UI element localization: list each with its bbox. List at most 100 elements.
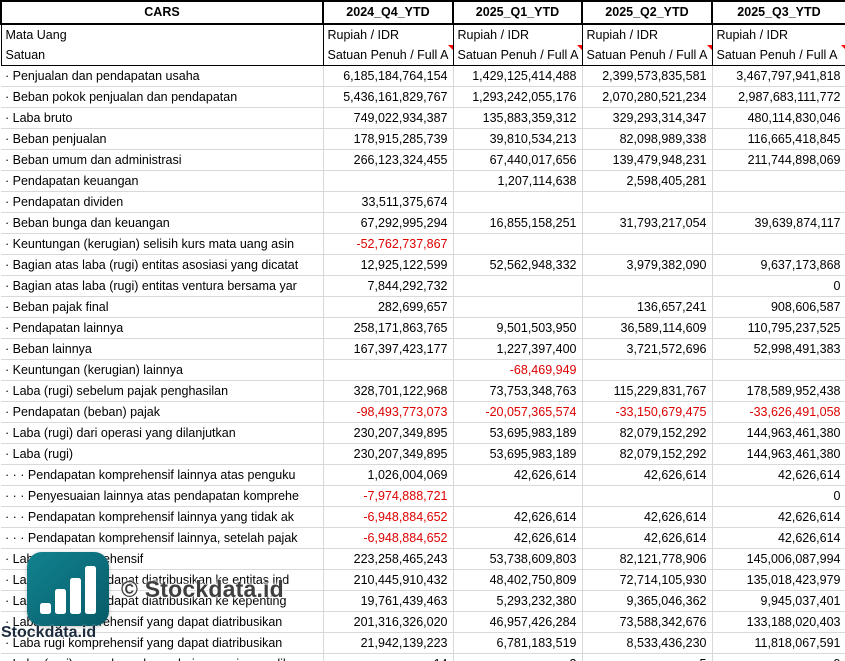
value-cell: 178,589,952,438: [712, 380, 845, 402]
value-cell: 282,699,657: [323, 296, 454, 318]
value-cell: [453, 296, 583, 318]
value-cell: -7,974,888,721: [323, 485, 454, 507]
value-cell: 266,123,324,455: [323, 149, 454, 171]
value-cell: 1,293,242,055,176: [453, 86, 583, 108]
value-cell: 31,793,217,054: [582, 212, 713, 234]
value-cell: -33,150,679,475: [582, 401, 713, 423]
value-cell: 480,114,830,046: [712, 107, 845, 129]
table-row: · · · Pendapatan komprehensif lainnya ya…: [1, 506, 845, 528]
value-cell: 749,022,934,387: [323, 107, 454, 129]
value-cell: 5,436,161,829,767: [323, 86, 454, 108]
row-label: · Pendapatan (beban) pajak: [1, 401, 324, 423]
value-cell: 82,098,989,338: [582, 128, 713, 150]
row-label: · Pendapatan lainnya: [1, 317, 324, 339]
row-label: · Laba (rugi) per saham dasar dari opera…: [1, 653, 324, 661]
value-cell: 328,701,122,968: [323, 380, 454, 402]
value-cell: 5: [582, 653, 713, 661]
value-cell: [712, 359, 845, 381]
table-row: · Bagian atas laba (rugi) entitas asosia…: [1, 254, 845, 276]
row-label: Mata Uang: [0, 24, 324, 45]
value-cell: 178,915,285,739: [323, 128, 454, 150]
value-cell: 42,626,614: [582, 464, 713, 486]
value-cell: 9,501,503,950: [453, 317, 583, 339]
value-cell: 9,945,037,401: [712, 590, 845, 612]
value-cell: 14: [323, 653, 454, 661]
value-cell: 133,188,020,403: [712, 611, 845, 633]
value-cell: -33,626,491,058: [712, 401, 845, 423]
value-cell: 230,207,349,895: [323, 422, 454, 444]
value-cell: 42,626,614: [582, 527, 713, 549]
value-cell: 230,207,349,895: [323, 443, 454, 465]
unit-cell: Satuan Penuh / Full A: [322, 45, 454, 66]
value-cell: 135,018,423,979: [712, 569, 845, 591]
row-label: · Beban pokok penjualan dan pendapatan: [1, 86, 324, 108]
row-label: · Keuntungan (kerugian) lainnya: [1, 359, 324, 381]
value-cell: 42,626,614: [582, 506, 713, 528]
row-label: · Beban umum dan administrasi: [1, 149, 324, 171]
table-row: · Laba (rugi) sebelum pajak penghasilan 3…: [1, 380, 845, 402]
value-cell: 9,365,046,362: [582, 590, 713, 612]
value-cell: 3,467,797,941,818: [712, 65, 845, 87]
value-cell: 139,479,948,231: [582, 149, 713, 171]
value-cell: 2,987,683,111,772: [712, 86, 845, 108]
value-cell: 3,721,572,696: [582, 338, 713, 360]
table-row: · Keuntungan (kerugian) selisih kurs mat…: [1, 233, 845, 255]
row-label: · Laba rugi komprehensif yang dapat diat…: [1, 611, 324, 633]
value-cell: 52,562,948,332: [453, 254, 583, 276]
value-cell: 145,006,087,994: [712, 548, 845, 570]
table-row: · Pendapatan (beban) pajak -98,493,773,07…: [1, 401, 845, 423]
unit-cell: Satuan Penuh / Full A: [452, 45, 583, 66]
value-cell: 73,588,342,676: [582, 611, 713, 633]
value-cell: 21,942,139,223: [323, 632, 454, 654]
value-cell: -6,948,884,652: [323, 506, 454, 528]
value-cell: [712, 170, 845, 192]
value-cell: 8,533,436,230: [582, 632, 713, 654]
value-cell: 1,207,114,638: [453, 170, 583, 192]
value-cell: 0: [712, 485, 845, 507]
row-label: · Pendapatan keuangan: [1, 170, 324, 192]
value-cell: 3: [453, 653, 583, 661]
table-row: · · · Pendapatan komprehensif lainnya at…: [1, 464, 845, 486]
value-cell: 1,429,125,414,488: [453, 65, 583, 87]
value-cell: 115,229,831,767: [582, 380, 713, 402]
value-cell: 9: [712, 653, 845, 661]
table-row: · Bagian atas laba (rugi) entitas ventur…: [1, 275, 845, 297]
value-cell: [323, 170, 454, 192]
unit-cell: Satuan Penuh / Full A: [711, 45, 845, 66]
value-cell: 329,293,314,347: [582, 107, 713, 129]
value-cell: [712, 191, 845, 213]
value-cell: 42,626,614: [712, 464, 845, 486]
value-cell: 52,998,491,383: [712, 338, 845, 360]
row-label: · Beban pajak final: [1, 296, 324, 318]
row-label: · Laba (rugi) dari operasi yang dilanjut…: [1, 422, 324, 444]
value-cell: 67,440,017,656: [453, 149, 583, 171]
value-cell: 82,121,778,906: [582, 548, 713, 570]
row-label: · Laba (rugi) sebelum pajak penghasilan: [1, 380, 324, 402]
unit-cell: Satuan Penuh / Full A: [581, 45, 713, 66]
value-cell: 210,445,910,432: [323, 569, 454, 591]
row-label: · Laba rugi komprehensif yang dapat diat…: [1, 632, 324, 654]
row-label: · · · Pendapatan komprehensif lainnya at…: [1, 464, 324, 486]
value-cell: 42,626,614: [453, 506, 583, 528]
currency-row: Mata Uang Rupiah / IDR Rupiah / IDR Rupi…: [0, 24, 845, 45]
value-cell: 72,714,105,930: [582, 569, 713, 591]
currency-cell: Rupiah / IDR: [452, 24, 583, 45]
row-label: · Keuntungan (kerugian) selisih kurs mat…: [1, 233, 324, 255]
value-cell: 211,744,898,069: [712, 149, 845, 171]
currency-cell: Rupiah / IDR: [581, 24, 713, 45]
currency-cell: Rupiah / IDR: [322, 24, 454, 45]
value-cell: -98,493,773,073: [323, 401, 454, 423]
table-body: · Penjualan dan pendapatan usaha 6,185,18…: [1, 65, 845, 661]
table-row: · Laba rugi komprehensif 223,258,465,243 5…: [1, 548, 845, 570]
value-cell: [453, 233, 583, 255]
value-cell: 67,292,995,294: [323, 212, 454, 234]
table-row: · Laba (rugi) per saham dasar dari opera…: [1, 653, 845, 661]
table-row: · Laba (rugi) dari operasi yang dilanjut…: [1, 422, 845, 444]
row-label: · Penjualan dan pendapatan usaha: [1, 65, 324, 87]
row-label: · Laba rugi komprehensif: [1, 548, 324, 570]
value-cell: 53,695,983,189: [453, 443, 583, 465]
value-cell: 11,818,067,591: [712, 632, 845, 654]
row-label: · Beban bunga dan keuangan: [1, 212, 324, 234]
column-header: 2025_Q2_YTD: [581, 0, 713, 25]
